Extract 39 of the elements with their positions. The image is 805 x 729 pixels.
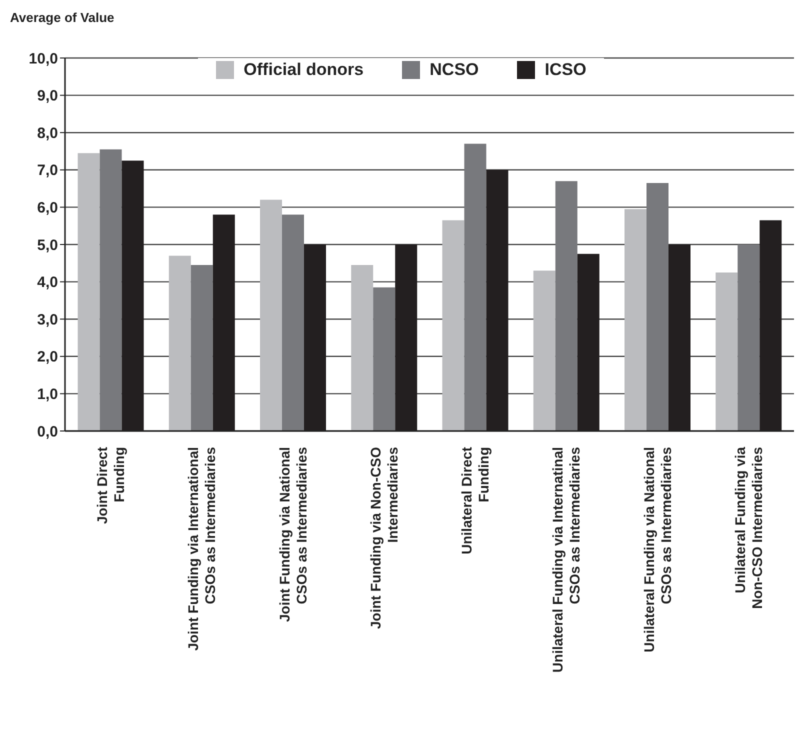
- y-tick-label: 10,0: [28, 50, 58, 68]
- y-tick-label: 4,0: [37, 274, 58, 292]
- y-tick-label: 0,0: [37, 423, 58, 440]
- bar: [555, 181, 578, 431]
- x-tick-label: Joint Direct Funding: [94, 446, 128, 524]
- y-tick-label: 1,0: [37, 386, 58, 404]
- x-tick-label: Joint Funding via International CSOs as Intermediaries: [185, 446, 218, 651]
- bar: [533, 270, 556, 431]
- y-tick-label: 8,0: [37, 124, 58, 142]
- x-tick-label: Unilateral Funding via Non-CSO Intermediaries: [732, 446, 765, 609]
- bar: [738, 244, 760, 431]
- x-tick-label: Unilateral Direct Funding: [458, 446, 492, 554]
- legend-label: Official donors: [242, 60, 364, 80]
- bar: [442, 220, 464, 431]
- x-tick-label: Joint Funding via Non-CSO Intermediaries: [367, 446, 400, 629]
- y-tick-label: 3,0: [37, 311, 58, 328]
- bar: [373, 287, 396, 431]
- bar: [260, 200, 282, 431]
- bar: [624, 209, 647, 431]
- y-tick-label: 7,0: [37, 162, 58, 180]
- bar: [282, 214, 304, 431]
- y-tick-label: 9,0: [37, 88, 58, 105]
- x-tick-label: Joint Funding via National CSOs as Intermediaries: [276, 446, 310, 622]
- bar: [351, 265, 374, 431]
- bar: [78, 153, 100, 431]
- bar: [100, 149, 122, 431]
- legend-label: NCSO: [428, 60, 479, 80]
- bar: [646, 182, 669, 431]
- y-tick-label: 5,0: [37, 236, 58, 254]
- legend-label: ICSO: [544, 60, 586, 80]
- bar: [190, 265, 213, 431]
- bar: [168, 256, 191, 431]
- bar: [716, 272, 738, 431]
- y-tick-label: 6,0: [37, 200, 58, 217]
- x-tick-label: Unilateral Funding via National CSOs as Intermediaries: [640, 446, 674, 652]
- x-tick-label: Unilateral Funding via Internatinal CSOs as Intermediaries: [550, 446, 583, 673]
- bar: [464, 144, 486, 431]
- y-tick-label: 2,0: [37, 348, 58, 366]
- y-axis-title: Average of Value: [10, 10, 114, 25]
